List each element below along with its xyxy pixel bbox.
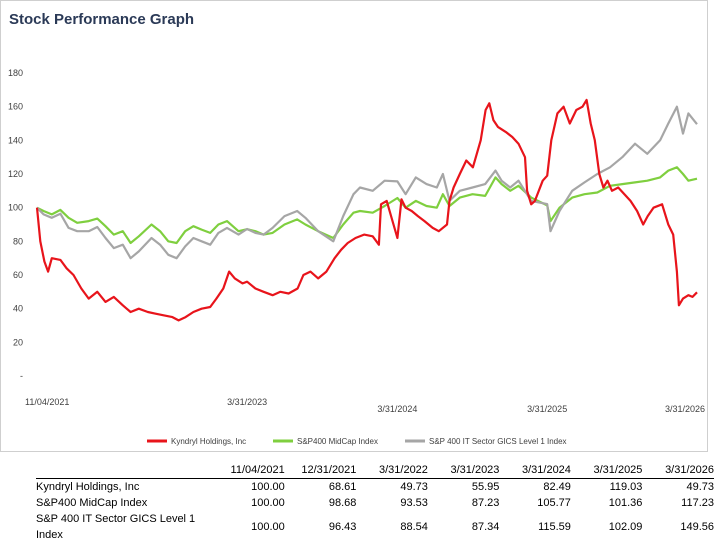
table-cell: 149.56 xyxy=(680,521,714,533)
stock-performance-chart: - 20 40 60 80 100 120 140 160 180 11/04/2021 3/31/2… xyxy=(8,68,705,446)
row-label: S&P 400 IT Sector GICS Level 1 Index xyxy=(36,513,196,541)
table-cell: 49.73 xyxy=(686,481,714,493)
table-cell: 68.61 xyxy=(328,481,357,493)
table-cell: 117.23 xyxy=(681,497,714,509)
series-line xyxy=(35,98,698,322)
table-cell: 100.00 xyxy=(251,521,285,533)
table-header-date: 3/31/2025 xyxy=(570,462,643,479)
y-tick-label: 160 xyxy=(8,102,23,112)
chart-title: Stock Performance Graph xyxy=(9,11,195,28)
table-header-date: 11/04/2021 xyxy=(213,462,285,479)
table-cell: 82.49 xyxy=(543,481,571,493)
table-header-date: 3/31/2026 xyxy=(642,462,714,479)
y-tick-label: 80 xyxy=(13,236,23,246)
table-cell: 100.00 xyxy=(251,481,285,493)
y-tick-label: 180 xyxy=(8,68,23,78)
table-cell: 55.95 xyxy=(471,481,500,493)
table-header-row: 11/04/2021 12/31/2021 3/31/2022 3/31/202… xyxy=(36,462,714,479)
x-tick-label: 3/31/2026 xyxy=(665,404,705,414)
table-row: S&P400 MidCap Index 100.00 98.68 93.53 8… xyxy=(36,495,714,511)
x-tick-label: 3/31/2024 xyxy=(377,404,417,414)
performance-table: 11/04/2021 12/31/2021 3/31/2022 3/31/202… xyxy=(36,462,714,543)
y-tick-label: 40 xyxy=(13,304,23,314)
x-tick-label: 11/04/2021 xyxy=(25,397,69,407)
table-cell: 93.53 xyxy=(400,497,428,509)
table-cell: 101.36 xyxy=(608,497,643,509)
legend-label: S&P400 MidCap Index xyxy=(297,437,378,446)
y-tick-label: 140 xyxy=(8,135,23,145)
table-cell: 100.00 xyxy=(251,497,285,509)
y-tick-label: 20 xyxy=(13,337,23,347)
table-header-blank xyxy=(36,462,214,479)
table-cell: 102.09 xyxy=(608,521,643,533)
x-tick-label: 3/31/2023 xyxy=(227,397,267,407)
table-cell: 98.68 xyxy=(328,497,357,509)
table-header-date: 3/31/2022 xyxy=(356,462,428,479)
table-row: S&P 400 IT Sector GICS Level 1 Index 100… xyxy=(36,511,714,543)
table-cell: 105.77 xyxy=(537,497,571,509)
table-header-date: 3/31/2024 xyxy=(499,462,571,479)
row-label: Kyndryl Holdings, Inc xyxy=(36,481,140,493)
table-cell: 115.59 xyxy=(538,521,571,533)
table-cell: 87.34 xyxy=(471,521,500,533)
table-cell: 87.23 xyxy=(471,497,500,509)
y-tick-label: 100 xyxy=(8,203,23,213)
y-tick-label: 120 xyxy=(8,169,23,179)
table-cell: 96.43 xyxy=(328,521,357,533)
legend-label: S&P 400 IT Sector GICS Level 1 Index xyxy=(429,437,567,446)
table-header-date: 3/31/2023 xyxy=(427,462,500,479)
table-cell: 49.73 xyxy=(400,481,428,493)
series-line xyxy=(36,105,698,260)
table-header-date: 12/31/2021 xyxy=(284,462,357,479)
table-row: Kyndryl Holdings, Inc 100.00 68.61 49.73… xyxy=(36,479,714,496)
row-label: S&P400 MidCap Index xyxy=(36,497,148,509)
x-tick-label: 3/31/2025 xyxy=(527,404,567,414)
y-tick-label: 60 xyxy=(13,270,23,280)
chart-frame: Stock Performance Graph - 20 40 60 80 100 120 1… xyxy=(0,0,708,452)
y-tick-label: - xyxy=(20,371,23,381)
table-cell: 88.54 xyxy=(400,521,428,533)
series-line xyxy=(36,166,698,245)
legend-label: Kyndryl Holdings, Inc xyxy=(171,437,246,446)
table-cell: 119.03 xyxy=(609,481,643,493)
